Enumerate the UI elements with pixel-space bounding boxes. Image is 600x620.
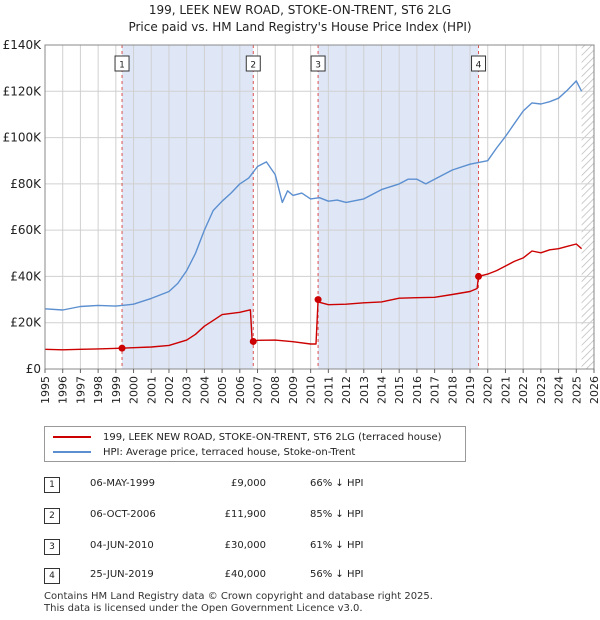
chart-subtitle: Price paid vs. HM Land Registry's House …	[128, 20, 472, 34]
sale-label: 4	[476, 61, 482, 71]
shaded-span	[318, 45, 479, 369]
y-tick-label: £40K	[10, 269, 42, 283]
sale-label: 3	[315, 61, 321, 71]
legend-hpi-swatch	[53, 451, 91, 453]
x-tick-label: 2018	[446, 376, 459, 404]
transaction-hpi: 66% ↓ HPI	[310, 478, 364, 489]
legend-hpi-label: HPI: Average price, terraced house, Stok…	[103, 446, 356, 458]
hpi-line	[44, 80, 583, 311]
footer-copyright: Contains HM Land Registry data © Crown c…	[44, 591, 433, 602]
x-tick-label: 1999	[110, 376, 123, 404]
legend-price-swatch	[53, 436, 91, 438]
x-tick-label: 2004	[198, 376, 211, 404]
sale-label: 1	[119, 61, 125, 71]
transaction-price: £11,900	[224, 509, 266, 520]
x-tick-label: 2020	[482, 376, 495, 404]
y-tick-label: £0	[26, 362, 41, 376]
sale-point	[475, 272, 483, 280]
x-tick-label: 2011	[322, 376, 335, 404]
x-tick-label: 2021	[499, 376, 512, 404]
x-tick-label: 2008	[269, 376, 282, 404]
transaction-number: 1	[44, 477, 60, 493]
transaction-number: 4	[44, 568, 60, 584]
transaction-row: 3 04-JUN-2010 £30,000 61% ↓ HPI	[0, 539, 600, 559]
x-tick-label: 2017	[429, 376, 442, 404]
transaction-hpi: 85% ↓ HPI	[310, 509, 364, 520]
sale-label-box	[114, 55, 130, 72]
transaction-date: 04-JUN-2010	[90, 540, 154, 551]
y-tick-label: £100K	[3, 131, 43, 145]
sale-point	[249, 337, 257, 345]
x-tick-label: 1997	[74, 376, 87, 404]
x-tick-label: 1995	[39, 376, 52, 404]
y-tick-label: £80K	[10, 177, 42, 191]
sale-point	[118, 344, 126, 352]
x-tick-label: 2007	[252, 376, 265, 404]
price-chart: 1 2 3 4 £0 £20K £40K £60K £80K £100K £120K £140K 19…	[3, 38, 600, 404]
sale-label: 2	[250, 61, 256, 71]
shaded-span	[122, 45, 254, 369]
footer-licence: This data is licensed under the Open Gov…	[44, 603, 363, 614]
x-tick-label: 2014	[375, 376, 388, 404]
x-tick-label: 2025	[570, 376, 583, 404]
forecast-hatch	[581, 45, 594, 369]
transaction-date: 06-OCT-2006	[90, 509, 156, 520]
transaction-row: 2 06-OCT-2006 £11,900 85% ↓ HPI	[0, 508, 600, 528]
transaction-date: 25-JUN-2019	[90, 569, 154, 580]
transaction-row: 1 06-MAY-1999 £9,000 66% ↓ HPI	[0, 477, 600, 497]
y-tick-label: £60K	[10, 223, 42, 237]
transaction-price: £40,000	[224, 569, 266, 580]
sale-label-box	[310, 55, 326, 72]
legend-item-price: 199, LEEK NEW ROAD, STOKE-ON-TRENT, ST6 …	[53, 430, 442, 444]
x-tick-label: 2022	[517, 376, 530, 404]
transaction-price: £9,000	[231, 478, 266, 489]
transaction-price: £30,000	[224, 540, 266, 551]
x-tick-label: 2006	[234, 376, 247, 404]
x-tick-label: 2010	[305, 376, 318, 404]
transaction-date: 06-MAY-1999	[90, 478, 156, 489]
chart-title: 199, LEEK NEW ROAD, STOKE-ON-TRENT, ST6 …	[148, 3, 452, 17]
transaction-row: 4 25-JUN-2019 £40,000 56% ↓ HPI	[0, 568, 600, 588]
x-tick-label: 2001	[145, 376, 158, 404]
x-tick-label: 2016	[411, 376, 424, 404]
legend-item-hpi: HPI: Average price, terraced house, Stok…	[53, 445, 355, 459]
x-tick-label: 2005	[216, 376, 229, 404]
legend: 199, LEEK NEW ROAD, STOKE-ON-TRENT, ST6 …	[44, 426, 466, 462]
x-tick-label: 2012	[340, 376, 353, 404]
sale-label-box	[245, 55, 261, 72]
sale-label-box	[471, 55, 487, 72]
x-tick-label: 2009	[287, 376, 300, 404]
x-tick-label: 2013	[358, 376, 371, 404]
x-tick-label: 1996	[57, 376, 70, 404]
x-tick-label: 1998	[92, 376, 105, 404]
x-tick-label: 2026	[588, 376, 600, 404]
x-tick-label: 2003	[181, 376, 194, 404]
x-tick-label: 2002	[163, 376, 176, 404]
x-tick-label: 2015	[393, 376, 406, 404]
y-tick-label: £120K	[3, 84, 43, 98]
sale-point	[314, 296, 322, 304]
y-tick-label: £140K	[3, 38, 43, 52]
x-tick-label: 2019	[464, 376, 477, 404]
legend-price-label: 199, LEEK NEW ROAD, STOKE-ON-TRENT, ST6 …	[103, 431, 442, 443]
transaction-hpi: 61% ↓ HPI	[310, 540, 364, 551]
transaction-hpi: 56% ↓ HPI	[310, 569, 364, 580]
x-tick-label: 2024	[553, 376, 566, 404]
y-tick-label: £20K	[10, 316, 42, 330]
x-tick-label: 2023	[535, 376, 548, 404]
transaction-number: 3	[44, 539, 60, 555]
x-tick-label: 2000	[128, 376, 141, 404]
plot-frame	[44, 44, 595, 370]
transaction-number: 2	[44, 508, 60, 524]
